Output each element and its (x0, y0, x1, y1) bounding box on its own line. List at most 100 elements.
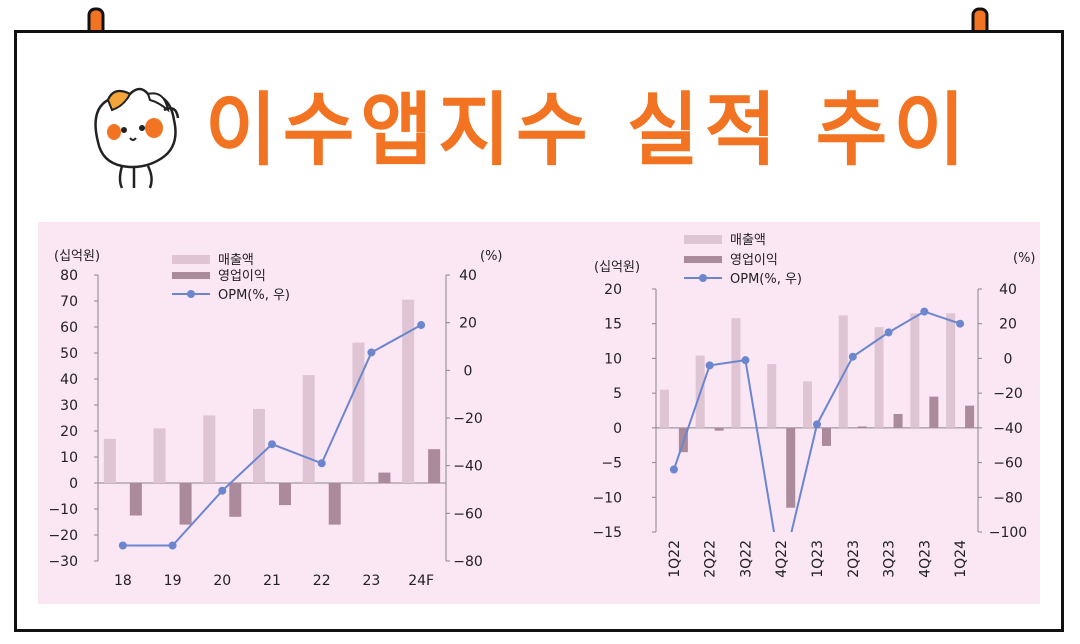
y-tick-label-left: 10 (60, 450, 78, 466)
y-tick-label-left: 70 (60, 294, 78, 310)
opm-point (813, 420, 821, 429)
y-tick-label-left: −20 (48, 528, 78, 544)
y-tick-label-left: 50 (60, 346, 78, 362)
bar-operating-profit (965, 405, 975, 428)
legend-label-opm: OPM(%, 우) (218, 288, 290, 303)
y-tick-label-right: −80 (453, 554, 483, 570)
y-tick-label-right: 40 (999, 282, 1017, 298)
bar-sales (946, 313, 956, 428)
x-tick-label: 3Q23 (882, 540, 898, 578)
bar-operating-profit (179, 483, 192, 525)
bar-operating-profit (857, 426, 867, 428)
opm-point (367, 348, 376, 357)
bar-operating-profit (328, 483, 341, 525)
y-tick-label-right: −40 (453, 459, 483, 475)
y-tick-label-left: 10 (604, 351, 622, 367)
opm-point (956, 319, 965, 328)
y-axis-left-unit: (십억원) (594, 260, 640, 275)
legend-swatch-sales (172, 255, 210, 264)
y-tick-label-right: −20 (993, 386, 1023, 402)
x-tick-label: 23 (363, 573, 381, 589)
opm-point (218, 486, 227, 495)
legend-marker-opm (699, 274, 707, 282)
bar-operating-profit (714, 427, 724, 431)
legend-swatch-sales (684, 235, 722, 244)
y-tick-label-left: −5 (601, 456, 622, 472)
bar-operating-profit (229, 483, 242, 517)
bar-operating-profit (129, 483, 142, 516)
opm-point (705, 361, 714, 370)
legend-label-sales: 매출액 (218, 253, 254, 268)
bar-sales (910, 313, 920, 428)
legend-marker-opm (187, 290, 195, 298)
bar-sales (302, 375, 315, 483)
y-tick-label-left: −15 (592, 525, 622, 541)
y-tick-label-left: 0 (613, 421, 622, 437)
opm-point (417, 321, 426, 330)
y-tick-label-right: −20 (453, 411, 483, 427)
quarterly-performance-chart: 20 15 10 5 0 −5 −10 −15 40 20 0 −20 −40 −60 −80 −100 (십억… (592, 233, 1036, 578)
bar-sales (153, 428, 166, 483)
bar-operating-profit (428, 449, 441, 483)
opm-point (118, 541, 127, 550)
x-tick-label: 3Q22 (738, 540, 754, 578)
y-axis-right-unit: (%) (1013, 251, 1036, 266)
bar-sales (767, 363, 777, 428)
x-tick-label: 24F (408, 573, 434, 589)
y-tick-label-left: −30 (48, 554, 78, 570)
x-tick-label: 4Q22 (774, 540, 790, 578)
charts-panel: 80 70 60 50 40 30 20 10 0 −10 −20 −30 40 20 0 −20 −40 −60… (38, 222, 1040, 604)
legend-swatch-operating-profit (172, 272, 210, 279)
opm-line (122, 324, 422, 547)
y-tick-label-left: 0 (69, 476, 78, 492)
y-tick-label-right: −100 (989, 525, 1027, 541)
y-tick-label-left: −10 (592, 490, 622, 506)
y-tick-label-right: −60 (453, 506, 483, 522)
y-tick-label-left: 30 (60, 398, 78, 414)
x-tick-label: 22 (313, 573, 331, 589)
y-tick-label-left: 15 (604, 317, 622, 333)
legend-label-operating-profit: 영업이익 (218, 269, 266, 284)
bar-operating-profit (786, 427, 796, 508)
y-tick-label-right: −80 (993, 490, 1023, 506)
opm-point (669, 465, 678, 474)
y-axis-left-unit: (십억원) (54, 249, 100, 264)
x-tick-label: 1Q24 (953, 540, 969, 578)
y-tick-label-right: 20 (999, 317, 1017, 333)
bar-operating-profit (893, 413, 903, 428)
x-tick-label: 21 (263, 573, 281, 589)
cat-mascot-icon (94, 87, 180, 189)
y-tick-label-right: 20 (459, 316, 477, 332)
bar-sales (731, 318, 741, 428)
opm-point (848, 352, 857, 361)
opm-point (317, 459, 326, 468)
legend-label-sales: 매출액 (730, 233, 766, 248)
legend-swatch-operating-profit (684, 256, 722, 263)
y-tick-label-left: 5 (613, 386, 622, 402)
y-tick-label-left: 40 (60, 372, 78, 388)
bar-sales (838, 315, 848, 428)
y-tick-label-right: 0 (464, 363, 473, 379)
x-tick-label: 4Q23 (917, 540, 933, 578)
bar-operating-profit (279, 483, 291, 506)
x-tick-label: 1Q22 (667, 540, 683, 578)
opm-point (741, 356, 750, 365)
opm-point (268, 440, 276, 449)
y-tick-label-left: 60 (60, 320, 78, 336)
bar-operating-profit (929, 396, 939, 428)
x-tick-label: 1Q23 (810, 540, 826, 578)
opm-point (920, 307, 929, 316)
legend-label-operating-profit: 영업이익 (730, 253, 778, 268)
annual-performance-chart: 80 70 60 50 40 30 20 10 0 −10 −20 −30 40 20 0 −20 −40 −60… (48, 249, 503, 589)
y-tick-label-left: 20 (604, 282, 622, 298)
y-axis-right-unit: (%) (480, 249, 503, 264)
bar-sales (659, 389, 669, 428)
bar-sales (253, 408, 265, 483)
y-tick-label-right: −40 (993, 421, 1023, 437)
y-tick-label-left: 80 (60, 268, 78, 284)
opm-point (168, 541, 177, 550)
y-tick-label-right: 40 (459, 268, 477, 284)
x-tick-label: 2Q22 (703, 540, 719, 578)
x-tick-label: 18 (114, 573, 132, 589)
y-tick-label-right: 0 (1004, 351, 1013, 367)
